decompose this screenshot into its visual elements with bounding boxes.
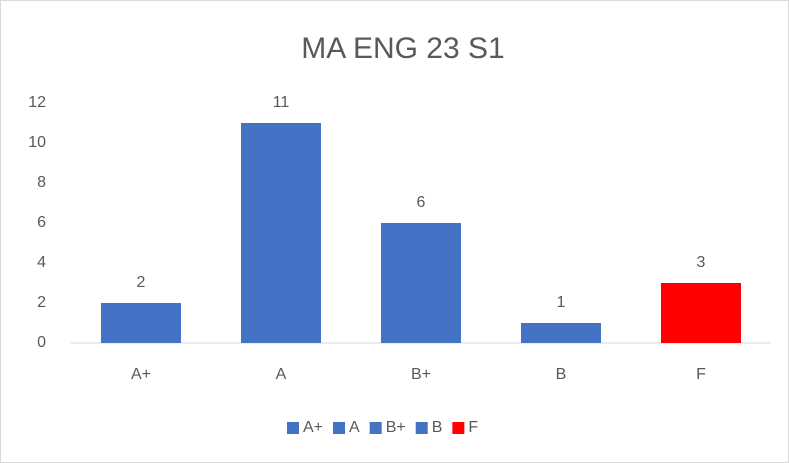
x-tick-label: B [556,366,567,383]
legend-label: A [349,419,360,436]
bar [661,283,741,343]
legend-swatch [452,422,465,434]
legend-swatch [333,422,346,434]
legend-label: F [468,419,478,436]
bar [381,223,461,343]
y-tick-label: 8 [37,174,46,191]
y-tick-label: 0 [37,334,46,351]
y-tick-label: 6 [37,214,46,231]
bar [101,303,181,343]
data-label: 3 [697,254,706,271]
legend-label: B+ [386,419,406,436]
x-tick-label: B+ [411,366,431,383]
y-tick-label: 10 [28,134,46,151]
bar [241,123,321,343]
data-label: 6 [417,194,426,211]
legend-label: A+ [303,419,323,436]
y-tick-label: 2 [37,294,46,311]
data-label: 11 [273,94,290,111]
y-tick-label: 4 [37,254,46,271]
x-tick-label: A+ [131,366,151,383]
y-tick-label: 12 [28,94,46,111]
legend-swatch [415,422,428,434]
bar [521,323,601,343]
data-label: 1 [557,294,566,311]
legend-swatch [369,422,382,434]
x-tick-label: A [276,366,287,383]
chart-title: MA ENG 23 S1 [301,32,504,65]
x-tick-label: F [696,366,706,383]
data-label: 2 [137,274,146,291]
legend-label: B [432,419,443,436]
legend-swatch [287,422,299,434]
